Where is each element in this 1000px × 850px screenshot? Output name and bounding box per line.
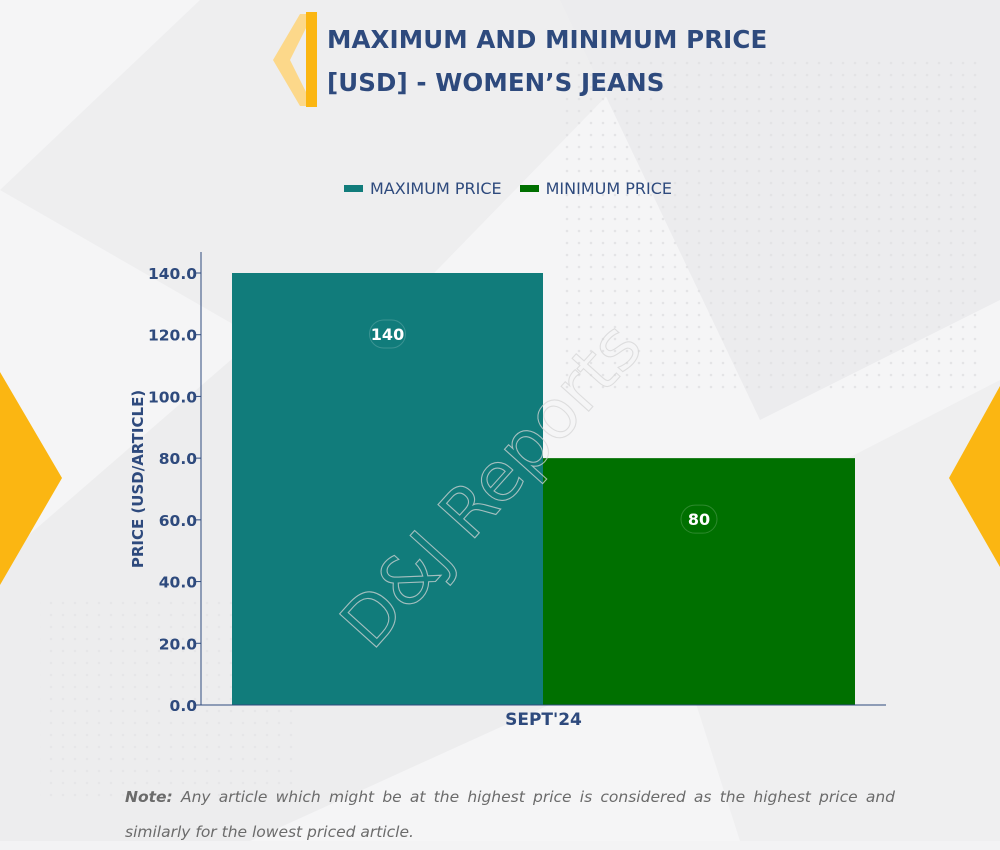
legend-swatch-min (519, 185, 539, 192)
y-tick-label-120: 120.0 (148, 327, 197, 345)
title-chevron-icon (273, 14, 313, 106)
legend-item-min: MINIMUM PRICE (519, 179, 672, 198)
y-tick-label-100: 100.0 (148, 388, 197, 406)
legend-label-min: MINIMUM PRICE (545, 179, 672, 198)
y-tick-label-80: 80.0 (159, 450, 197, 468)
chart-legend: MAXIMUM PRICE MINIMUM PRICE (0, 179, 1000, 198)
bar-min-price (543, 458, 855, 705)
chart-title: MAXIMUM AND MINIMUM PRICE [USD] - WOMEN’… (327, 18, 947, 104)
left-chevron-decor (0, 372, 62, 585)
legend-item-max: MAXIMUM PRICE (344, 179, 502, 198)
data-label-bg-max (369, 319, 406, 349)
note-label: Note: (125, 788, 173, 806)
y-tick-label-140: 140.0 (148, 265, 197, 283)
y-tick-label-60: 60.0 (159, 512, 197, 530)
legend-label-max: MAXIMUM PRICE (370, 179, 502, 198)
footnote: Note: Any article which might be at the … (125, 780, 895, 850)
y-tick-label-40: 40.0 (159, 574, 197, 592)
x-tick-label: SEPT'24 (505, 710, 582, 730)
data-label-bg-min (680, 504, 718, 534)
right-chevron-decor (949, 386, 1000, 567)
note-text: Any article which might be at the highes… (125, 788, 895, 841)
legend-swatch-max (344, 185, 363, 192)
title-line-1: MAXIMUM AND MINIMUM PRICE (327, 25, 768, 54)
data-label-max: 140 (371, 325, 404, 344)
title-accent-bar (306, 12, 317, 107)
data-label-min: 80 (688, 510, 710, 529)
y-tick-label-0: 0.0 (170, 697, 198, 715)
y-axis-title: PRICE (USD/ARTICLE) (129, 390, 147, 568)
title-line-2: [USD] - WOMEN’S JEANS (327, 68, 665, 97)
y-tick-label-20: 20.0 (159, 635, 197, 653)
